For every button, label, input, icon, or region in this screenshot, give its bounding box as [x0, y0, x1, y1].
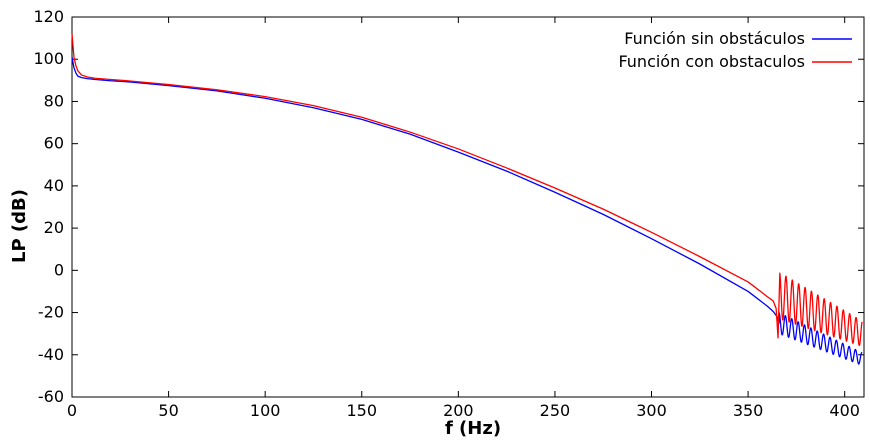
x-tick-label: 100: [250, 401, 281, 420]
y-axis-label: LP (dB): [9, 189, 30, 263]
y-tick-label: -40: [38, 345, 64, 364]
x-tick-label: 200: [443, 401, 474, 420]
series-line-1: [71, 56, 863, 365]
x-tick-label: 300: [636, 401, 667, 420]
y-tick-label: 120: [33, 7, 64, 26]
y-tick-label: 80: [44, 91, 64, 110]
y-tick-label: 0: [54, 260, 64, 279]
y-tick-label: 40: [44, 176, 64, 195]
y-tick-label: 60: [44, 134, 64, 153]
x-tick-label: 350: [733, 401, 764, 420]
legend-label-2: Función con obstaculos: [618, 52, 805, 71]
y-tick-label: -20: [38, 303, 64, 322]
legend-label-1: Función sin obstáculos: [624, 29, 805, 48]
x-axis-label: f (Hz): [445, 418, 501, 439]
plot-area: [71, 16, 865, 398]
x-tick-label: 50: [158, 401, 178, 420]
x-tick-label: 0: [67, 401, 77, 420]
y-tick-label: -60: [38, 387, 64, 406]
y-tick-label: 100: [33, 49, 64, 68]
y-tick-label: 20: [44, 218, 64, 237]
series-line-2: [71, 33, 863, 347]
x-tick-label: 250: [540, 401, 571, 420]
x-tick-label: 150: [346, 401, 377, 420]
x-tick-label: 400: [829, 401, 860, 420]
